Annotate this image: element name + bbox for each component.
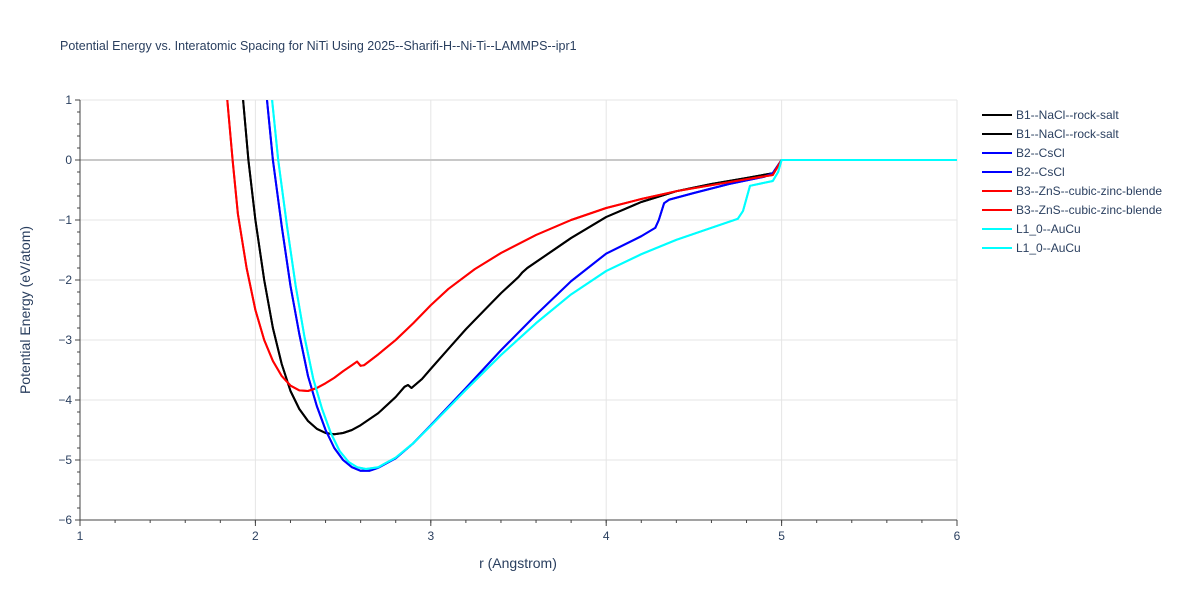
legend-label: B1--NaCl--rock-salt xyxy=(1016,127,1119,141)
legend: B1--NaCl--rock-salt B1--NaCl--rock-salt B2… xyxy=(982,108,1162,255)
legend-label: B2--CsCl xyxy=(1016,146,1065,160)
x-tick-label: 4 xyxy=(603,529,610,543)
y-tick-label: −3 xyxy=(58,333,72,347)
axis-ticks: 1 2 3 4 5 6 −6 −5 −4 −3 −2 −1 0 1 xyxy=(58,93,960,543)
legend-item[interactable]: B1--NaCl--rock-salt xyxy=(982,108,1119,122)
x-tick-label: 1 xyxy=(77,529,84,543)
legend-item[interactable]: L1_0--AuCu xyxy=(982,222,1081,236)
x-tick-label: 6 xyxy=(954,529,961,543)
legend-item[interactable]: B3--ZnS--cubic-zinc-blende xyxy=(982,184,1162,198)
x-tick-label: 3 xyxy=(427,529,434,543)
y-tick-label: 1 xyxy=(65,93,72,107)
legend-item[interactable]: B1--NaCl--rock-salt xyxy=(982,127,1119,141)
y-tick-label: −4 xyxy=(58,393,72,407)
legend-label: L1_0--AuCu xyxy=(1016,241,1081,255)
series-lines xyxy=(226,100,957,472)
y-tick-label: 0 xyxy=(65,153,72,167)
series-line-1 xyxy=(242,100,957,436)
legend-label: B1--NaCl--rock-salt xyxy=(1016,108,1119,122)
x-tick-label: 5 xyxy=(778,529,785,543)
series-line-5 xyxy=(226,100,957,392)
y-tick-label: −6 xyxy=(58,513,72,527)
series-line-0 xyxy=(242,100,957,436)
y-tick-label: −5 xyxy=(58,453,72,467)
legend-label: B2--CsCl xyxy=(1016,165,1065,179)
legend-item[interactable]: B2--CsCl xyxy=(982,165,1065,179)
chart-title: Potential Energy vs. Interatomic Spacing… xyxy=(60,39,577,53)
series-line-4 xyxy=(226,100,957,392)
y-axis-label: Potential Energy (eV/atom) xyxy=(17,226,33,394)
legend-label: B3--ZnS--cubic-zinc-blende xyxy=(1016,203,1162,217)
grid xyxy=(80,99,958,521)
legend-item[interactable]: B3--ZnS--cubic-zinc-blende xyxy=(982,203,1162,217)
x-axis-label: r (Angstrom) xyxy=(479,555,557,571)
y-tick-label: −2 xyxy=(58,273,72,287)
legend-label: B3--ZnS--cubic-zinc-blende xyxy=(1016,184,1162,198)
legend-label: L1_0--AuCu xyxy=(1016,222,1081,236)
x-tick-label: 2 xyxy=(252,529,259,543)
y-tick-label: −1 xyxy=(58,213,72,227)
series-line-3 xyxy=(266,100,957,472)
legend-item[interactable]: B2--CsCl xyxy=(982,146,1065,160)
series-line-2 xyxy=(266,100,957,472)
series-line-6 xyxy=(271,100,957,470)
series-line-7 xyxy=(271,100,957,470)
legend-item[interactable]: L1_0--AuCu xyxy=(982,241,1081,255)
